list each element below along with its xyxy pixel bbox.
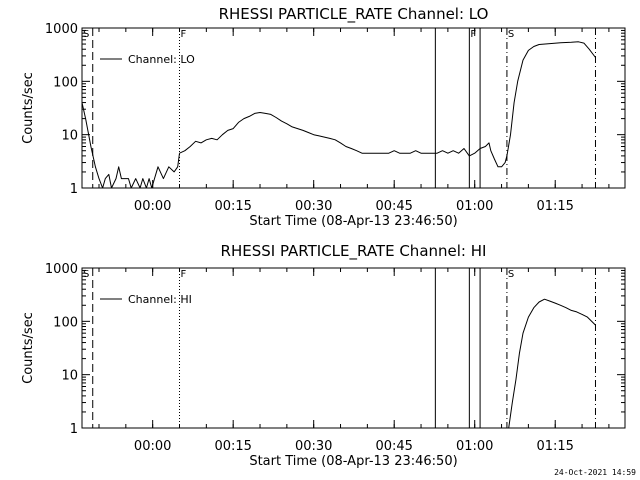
panel1-marker-label: S — [83, 29, 89, 40]
panel2-y-tick-label: 10 — [61, 369, 78, 384]
panel1-y-axis-label: Counts/sec — [21, 72, 36, 144]
panel1-series-line — [81, 102, 180, 189]
panel1-y-tick-label: 1 — [70, 182, 78, 197]
panel1-x-tick-label: 00:00 — [134, 199, 171, 214]
panel2-marker-label: F — [181, 269, 187, 280]
panel2-legend-label: Channel: HI — [128, 293, 192, 306]
panel2-y-axis-label: Counts/sec — [21, 312, 36, 384]
panel1-x-tick-label: 00:15 — [214, 199, 251, 214]
panel2-title: RHESSI PARTICLE_RATE Channel: HI — [221, 242, 487, 261]
panel2-y-tick-label: 1000 — [45, 262, 78, 277]
panel1-marker-label: F — [470, 29, 476, 40]
timestamp: 24-Oct-2021 14:59 — [554, 468, 636, 477]
panel1-x-tick-label: 00:45 — [375, 199, 412, 214]
panel1-marker-label: F — [181, 29, 187, 40]
panel2-y-tick-label: 1 — [70, 422, 78, 437]
panel1-plot-frame — [81, 27, 626, 189]
panel2-y-tick-label: 100 — [53, 315, 78, 330]
panel2-x-tick-label: 00:45 — [375, 439, 412, 454]
panel1-legend-label: Channel: LO — [128, 53, 195, 66]
panel1-x-tick-label: 01:00 — [456, 199, 493, 214]
panel2-x-tick-label: 01:00 — [456, 439, 493, 454]
panel2-x-tick-label: 01:15 — [536, 439, 573, 454]
panel1-series-line — [179, 41, 596, 168]
panel2-plot-frame — [81, 267, 626, 429]
panel1-y-tick-label: 1000 — [45, 22, 78, 37]
panel2-x-tick-label: 00:15 — [214, 439, 251, 454]
panel1-y-tick-label: 10 — [61, 129, 78, 144]
panel2-marker-label: S — [83, 269, 89, 280]
panel1-marker-label: S — [508, 29, 514, 40]
panel1-x-tick-label: 00:30 — [295, 199, 332, 214]
panel2-x-tick-label: 00:00 — [134, 439, 171, 454]
panel2-series-line — [508, 298, 596, 429]
panel1-title: RHESSI PARTICLE_RATE Channel: LO — [219, 5, 489, 24]
panel1-y-tick-label: 100 — [53, 75, 78, 90]
panel1-x-tick-label: 01:15 — [536, 199, 573, 214]
panel2-x-axis-label: Start Time (08-Apr-13 23:46:50) — [249, 454, 457, 469]
panel1-x-axis-label: Start Time (08-Apr-13 23:46:50) — [249, 214, 457, 229]
panel2-x-tick-label: 00:30 — [295, 439, 332, 454]
panel2-marker-label: S — [508, 269, 514, 280]
